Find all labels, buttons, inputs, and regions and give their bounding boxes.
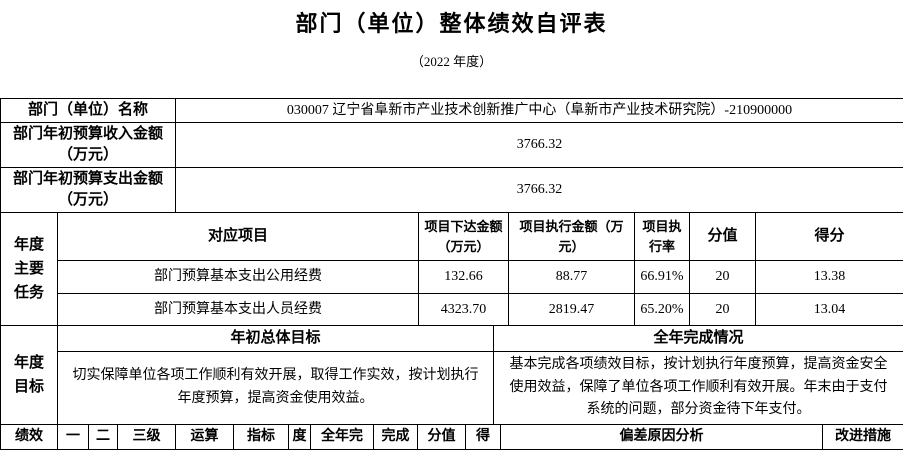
indicator-header-row: 绩效 一 二 三级 运算 指标 度 全年完 完成 分值 得 偏差原因分析 改进措… (1, 425, 903, 450)
task-executed-amount: 2819.47 (509, 294, 635, 326)
indicator-col-unit: 度 (289, 425, 311, 450)
task-project-name: 部门预算基本支出公用经费 (58, 261, 419, 294)
budget-expense-value: 3766.32 (176, 168, 903, 213)
initial-goal-text: 切实保障单位各项工作顺利有效开展，取得工作实效，按计划执行年度预算，提高资金使用… (58, 352, 494, 425)
indicator-col-operator: 运算 (176, 425, 234, 450)
task-execution-rate: 66.91% (635, 261, 690, 294)
task-score: 13.04 (756, 294, 903, 326)
task-score-weight: 20 (690, 294, 756, 326)
table-row: 部门年初预算收入金额（万元） 3766.32 (1, 123, 903, 168)
table-row: 部门年初预算支出金额（万元） 3766.32 (1, 168, 903, 213)
indicator-col-deviation-analysis: 偏差原因分析 (501, 425, 823, 450)
indicator-col-level2: 二 (89, 425, 118, 450)
task-score: 13.38 (756, 261, 903, 294)
initial-goal-header: 年初总体目标 (58, 326, 494, 352)
page: 部门（单位）整体绩效自评表 （2022 年度） 部门（单位）名称 030007 … (0, 6, 903, 450)
table-row: 部门预算基本支出人员经费 4323.70 2819.47 65.20% 20 1… (1, 294, 903, 326)
dept-name-label: 部门（单位）名称 (1, 99, 176, 123)
table-row: 部门（单位）名称 030007 辽宁省阜新市产业技术创新推广中心（阜新市产业技术… (1, 99, 903, 123)
task-executed-amount: 88.77 (509, 261, 635, 294)
indicator-col-annual-complete: 全年完 (311, 425, 374, 450)
completion-text: 基本完成各项绩效目标，按计划执行年度预算，提高资金安全使用效益，保障了单位各项工… (494, 352, 903, 425)
col-header-executed-amount: 项目执行金额（万元） (509, 213, 635, 261)
annual-tasks-table: 年度主要任务 对应项目 项目下达金额（万元） 项目执行金额（万元） 项目执行率 … (0, 212, 903, 326)
indicator-col-score: 得 (466, 425, 501, 450)
col-header-score-weight: 分值 (690, 213, 756, 261)
table-row: 切实保障单位各项工作顺利有效开展，取得工作实效，按计划执行年度预算，提高资金使用… (1, 352, 903, 425)
page-subtitle: （2022 年度） (0, 51, 903, 70)
col-header-issued-amount: 项目下达金额（万元） (419, 213, 509, 261)
annual-tasks-section-label: 年度主要任务 (1, 213, 58, 326)
completion-header: 全年完成情况 (494, 326, 903, 352)
dept-info-table: 部门（单位）名称 030007 辽宁省阜新市产业技术创新推广中心（阜新市产业技术… (0, 98, 903, 213)
table-row: 部门预算基本支出公用经费 132.66 88.77 66.91% 20 13.3… (1, 261, 903, 294)
indicator-col-improvement: 改进措施 (823, 425, 903, 450)
indicator-col-indicator: 指标 (234, 425, 289, 450)
indicator-col-level1: 一 (58, 425, 89, 450)
task-issued-amount: 132.66 (419, 261, 509, 294)
budget-expense-label: 部门年初预算支出金额（万元） (1, 168, 176, 213)
indicator-col-score-weight: 分值 (418, 425, 466, 450)
dept-name-value: 030007 辽宁省阜新市产业技术创新推广中心（阜新市产业技术研究院）-2109… (176, 99, 903, 123)
page-title: 部门（单位）整体绩效自评表 (0, 6, 903, 38)
annual-tasks-header-row: 年度主要任务 对应项目 项目下达金额（万元） 项目执行金额（万元） 项目执行率 … (1, 213, 903, 261)
task-execution-rate: 65.20% (635, 294, 690, 326)
budget-income-value: 3766.32 (176, 123, 903, 168)
indicator-col-level3: 三级 (118, 425, 176, 450)
task-issued-amount: 4323.70 (419, 294, 509, 326)
annual-goals-section-label: 年度目标 (1, 326, 58, 425)
annual-goals-header-row: 年度目标 年初总体目标 全年完成情况 (1, 326, 903, 352)
indicator-col-completion: 完成 (374, 425, 418, 450)
task-project-name: 部门预算基本支出人员经费 (58, 294, 419, 326)
budget-income-label: 部门年初预算收入金额（万元） (1, 123, 176, 168)
indicator-col-performance: 绩效 (1, 425, 58, 450)
col-header-score: 得分 (756, 213, 903, 261)
col-header-project: 对应项目 (58, 213, 419, 261)
task-score-weight: 20 (690, 261, 756, 294)
indicator-header-table: 绩效 一 二 三级 运算 指标 度 全年完 完成 分值 得 偏差原因分析 改进措… (0, 424, 903, 450)
annual-goals-table: 年度目标 年初总体目标 全年完成情况 切实保障单位各项工作顺利有效开展，取得工作… (0, 325, 903, 425)
col-header-execution-rate: 项目执行率 (635, 213, 690, 261)
